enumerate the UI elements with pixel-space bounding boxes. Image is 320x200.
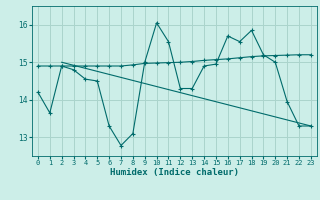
X-axis label: Humidex (Indice chaleur): Humidex (Indice chaleur)	[110, 168, 239, 177]
